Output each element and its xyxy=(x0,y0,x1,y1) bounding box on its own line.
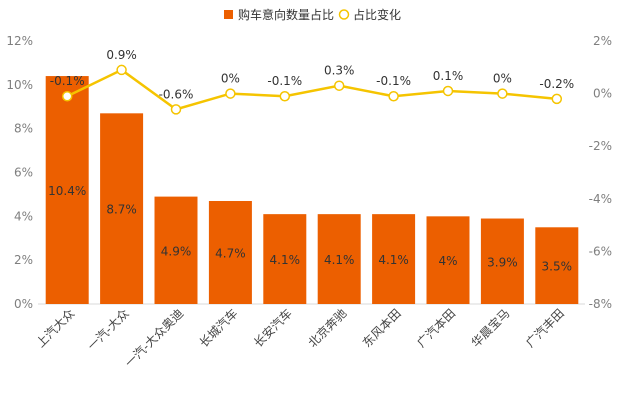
line-value-label: -0.1% xyxy=(376,74,411,88)
right-tick-label: 0% xyxy=(593,87,612,101)
legend: 购车意向数量占比 占比变化 xyxy=(224,7,401,22)
legend-bar-swatch xyxy=(224,10,233,19)
bar xyxy=(263,214,307,304)
category-label: 广汽丰田 xyxy=(522,306,567,351)
right-tick-label: -8% xyxy=(589,297,612,311)
legend-line-marker xyxy=(338,9,350,20)
bar-value-label: 3.9% xyxy=(487,255,518,269)
bar-value-label: 3.5% xyxy=(542,260,573,274)
line-data-labels: -0.1% 0.9% -0.6% 0% -0.1% 0.3% -0.1% 0.1% 0% -0.2… xyxy=(50,48,574,101)
bar-value-label: 4.1% xyxy=(270,253,301,267)
line-value-label: 0.3% xyxy=(324,64,355,78)
category-label: 北京奔驰 xyxy=(305,306,349,350)
bar xyxy=(208,200,252,304)
line-point xyxy=(388,90,399,102)
bar xyxy=(426,216,470,304)
bar-value-label: 8.7% xyxy=(106,203,137,217)
bar xyxy=(372,214,416,304)
bar-value-label: 4.7% xyxy=(215,246,246,260)
bar xyxy=(535,227,579,304)
line-point xyxy=(225,88,236,99)
bar-value-label: 4% xyxy=(438,254,457,268)
bar xyxy=(154,196,198,304)
line-value-label: -0.2% xyxy=(539,77,574,91)
bar-series xyxy=(45,76,579,304)
line-point xyxy=(279,90,291,102)
bar xyxy=(480,218,524,304)
line-value-label: -0.1% xyxy=(50,74,85,88)
category-label: 长安汽车 xyxy=(250,306,295,351)
line-series-points xyxy=(61,64,563,115)
left-tick-label: 6% xyxy=(14,166,33,180)
bar-value-label: 4.1% xyxy=(378,253,409,267)
bar xyxy=(45,76,89,304)
line-value-label: -0.6% xyxy=(159,87,194,101)
category-label: 上汽大众 xyxy=(33,306,78,351)
bar-value-label: 4.9% xyxy=(161,244,192,258)
line-point xyxy=(551,93,563,105)
left-axis: 0% 2% 4% 6% 8% 10% 12% xyxy=(6,34,33,311)
left-tick-label: 12% xyxy=(6,34,33,48)
line-value-label: 0.1% xyxy=(433,69,464,83)
bar-data-labels: 10.4% 8.7% 4.9% 4.7% 4.1% 4.1% 4.1% 4% 3.9% 3.5% xyxy=(48,184,572,274)
category-label: 一汽-大众奥迪 xyxy=(122,306,187,371)
category-label: 广汽本田 xyxy=(414,306,459,351)
line-value-label: 0.9% xyxy=(106,48,137,62)
line-point xyxy=(61,90,73,102)
left-tick-label: 2% xyxy=(14,253,33,267)
line-value-label: -0.1% xyxy=(267,74,302,88)
line-value-label: 0% xyxy=(493,72,512,86)
legend-line-label: 占比变化 xyxy=(353,7,401,22)
left-tick-label: 0% xyxy=(14,297,33,311)
line-value-label: 0% xyxy=(221,72,240,86)
category-label: 长城汽车 xyxy=(196,306,241,351)
line-point xyxy=(116,64,127,76)
right-tick-label: -6% xyxy=(589,244,612,258)
right-axis: -8% -6% -4% -2% 0% 2% xyxy=(589,34,612,311)
right-tick-label: -4% xyxy=(589,192,612,206)
left-tick-label: 8% xyxy=(14,122,33,136)
category-label: 一汽-大众 xyxy=(84,306,132,354)
line-point xyxy=(333,80,345,91)
bar-value-label: 4.1% xyxy=(324,253,355,267)
legend-bar-label: 购车意向数量占比 xyxy=(238,7,334,22)
left-tick-label: 10% xyxy=(6,78,33,92)
bar-value-label: 10.4% xyxy=(48,184,86,198)
bar xyxy=(317,214,361,304)
category-label: 华晨宝马 xyxy=(469,306,513,350)
category-label: 东风本田 xyxy=(360,306,404,350)
right-tick-label: 2% xyxy=(593,34,612,48)
line-point xyxy=(497,88,508,99)
line-series-path xyxy=(66,68,557,111)
left-tick-label: 4% xyxy=(14,209,33,223)
line-point xyxy=(442,85,454,97)
right-tick-label: -2% xyxy=(589,139,612,153)
line-point xyxy=(170,104,182,115)
bar xyxy=(100,113,144,304)
